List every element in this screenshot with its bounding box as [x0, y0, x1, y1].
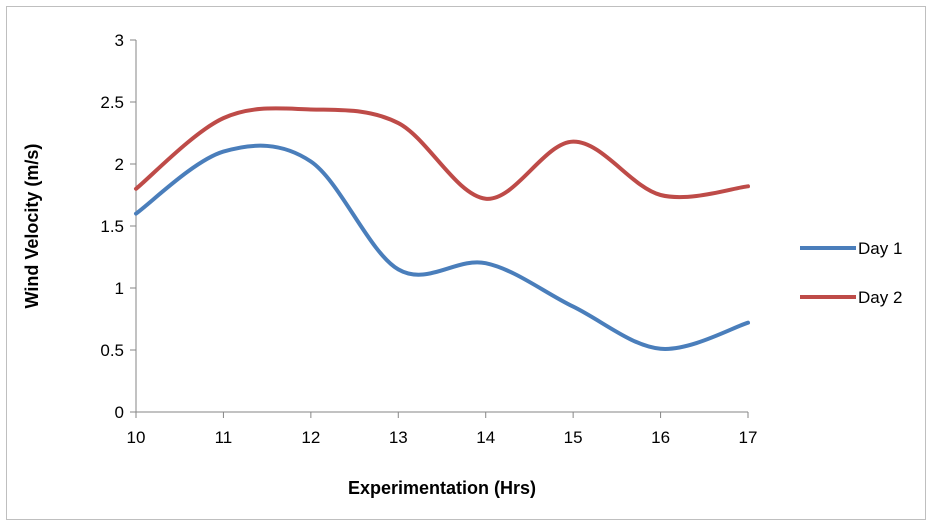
legend: Day 1 Day 2: [800, 239, 902, 307]
x-tick-label: 16: [651, 428, 670, 447]
x-tick-label: 14: [476, 428, 495, 447]
legend-label: Day 2: [858, 288, 902, 307]
y-tick-label: 0: [115, 403, 124, 422]
x-tick-label: 15: [564, 428, 583, 447]
legend-label: Day 1: [858, 239, 902, 258]
x-tick-label: 13: [389, 428, 408, 447]
series-line-day-2: [134, 106, 750, 201]
y-tick-label: 2: [115, 155, 124, 174]
y-tick-label: 3: [115, 31, 124, 50]
y-axis-title: Wind Velocity (m/s): [22, 144, 42, 309]
y-tick-label: 1: [115, 279, 124, 298]
axes: [135, 40, 748, 413]
y-tick-label: 1.5: [100, 217, 124, 236]
y-ticks: 0 0.5 1 1.5 2 2.5 3: [100, 31, 136, 422]
series-line-day-1: [134, 143, 750, 351]
x-axis-title: Experimentation (Hrs): [348, 478, 536, 498]
x-tick-label: 11: [215, 428, 233, 447]
x-tick-label: 10: [127, 428, 146, 447]
x-ticks: 10 11 12 13 14 15 16 17: [127, 412, 758, 447]
y-tick-label: 2.5: [100, 93, 124, 112]
series-lines: [134, 106, 750, 351]
x-tick-label: 12: [301, 428, 320, 447]
y-tick-label: 0.5: [100, 341, 124, 360]
x-tick-label: 17: [739, 428, 758, 447]
